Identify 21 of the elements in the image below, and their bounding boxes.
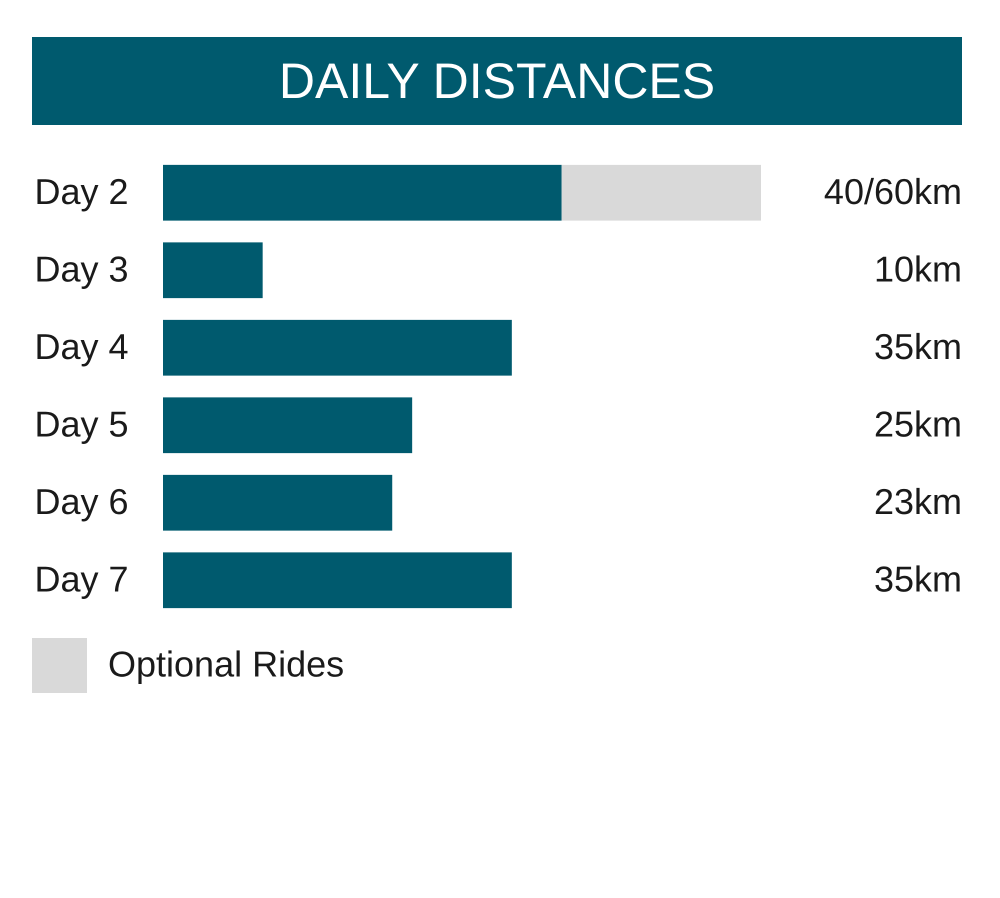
y-tick-label: Day 5	[34, 403, 128, 444]
data-label: 35km	[874, 326, 962, 367]
y-tick-label: Day 7	[34, 558, 128, 600]
bar	[562, 164, 761, 221]
chart-title: DAILY DISTANCES	[278, 53, 716, 109]
y-tick-label: Day 2	[34, 170, 128, 212]
y-tick-label: Day 4	[34, 326, 128, 367]
data-label: 23km	[874, 480, 962, 522]
y-tick-label: Day 6	[34, 480, 128, 522]
bar	[163, 474, 392, 531]
bar	[163, 397, 412, 454]
bar	[163, 242, 263, 298]
bar	[163, 552, 512, 608]
y-tick-label: Day 3	[34, 248, 128, 290]
data-label: 25km	[874, 403, 962, 444]
data-label: 10km	[874, 248, 962, 290]
data-label: 35km	[874, 558, 962, 600]
bar	[163, 164, 562, 221]
bar	[163, 320, 512, 376]
data-label: 40/60km	[824, 170, 962, 212]
legend-label: Optional Rides	[108, 644, 344, 684]
